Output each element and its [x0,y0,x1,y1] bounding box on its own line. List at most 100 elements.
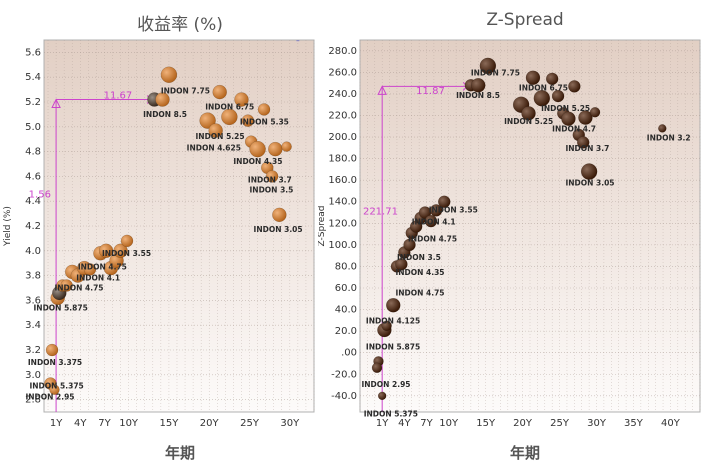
data-point [268,141,283,157]
data-point [578,110,593,125]
y-tick-label: 260.0 [328,67,357,78]
point-label: INDON 2.95 [361,380,410,389]
annotation-arrow-up [51,98,61,109]
data-point [568,80,581,93]
point-label: INDON 5.25 [196,132,245,141]
y-tick-label: 5.2 [25,97,41,108]
y-tick-label: -20.0 [331,369,357,380]
y-tick-label: 160.0 [328,175,357,186]
y-tick-label: 80.0 [335,261,357,272]
y-tick-label: 2.8 [25,395,41,406]
data-point [83,263,97,276]
data-point [257,103,271,116]
point-label: INDON 3.7 [565,144,609,153]
y-tick-label: 3.6 [25,295,41,306]
data-point [199,112,216,129]
data-point [234,92,249,107]
point-label: INDON 5.25 [541,104,590,113]
point-label: INDON 5.375 [29,381,83,390]
data-point [551,89,565,103]
x-tick-label: 20Y [513,418,533,429]
x-tick-label: 4Y [398,418,411,429]
data-point [212,84,227,100]
data-point [49,384,60,395]
x-tick-label: 40Y [661,418,681,429]
point-label: INDON 5.35 [240,117,289,126]
data-point [221,108,238,126]
data-point [45,343,59,357]
point-label: INDON 7.75 [161,86,210,95]
data-point [545,72,559,86]
point-label: INDON 5.875 [366,342,420,351]
point-label: INDON 4.75 [78,262,127,271]
point-label: INDON 5.375 [364,409,418,418]
yield-chart-title: 收益率 (%) [137,15,223,35]
y-tick-label: 5.6 [25,47,41,58]
point-label: INDON 3.55 [102,249,151,258]
data-point [438,195,451,208]
data-point [160,66,178,83]
y-tick-label: .00 [341,348,357,359]
point-label: INDON 4.7 [552,125,596,134]
y-tick-label: 4.2 [25,221,41,232]
y-tick-label: 5.0 [25,122,41,133]
zspread-chart-title: Z-Spread [486,10,564,30]
y-tick-label: 200.0 [328,132,357,143]
data-point [525,70,541,85]
point-label: INDON 3.7 [248,176,292,185]
annotation-arrow-up [377,85,387,95]
point-label: INDON 8.5 [456,91,500,100]
y-tick-label: 140.0 [328,197,357,208]
point-label: INDON 4.625 [187,143,241,152]
point-label: INDON 3.05 [254,225,303,234]
y-tick-label: 3.8 [25,271,41,282]
data-point [658,124,667,133]
data-point [208,123,223,138]
data-point [395,258,408,271]
annotation-label: 1.56 [29,189,51,200]
point-label: INDON 3.375 [28,358,82,367]
y-tick-label: 3.0 [25,370,41,381]
x-tick-label: 30Y [280,418,300,429]
point-label: INDON 4.35 [233,157,282,166]
y-tick-label: 5.4 [25,72,41,83]
data-point [521,106,536,121]
x-tick-label: 25Y [550,418,570,429]
point-label: INDON 3.5 [397,253,441,262]
x-tick-label: 30Y [587,418,607,429]
y-tick-label: 4.6 [25,171,41,182]
y-tick-label: 100.0 [328,240,357,251]
zspread-scatter-chart[interactable]: -40.0 -20.0 .00 20.0 40.0 60.0 80.0 100.0 120.0 1… [318,38,705,438]
point-label: INDON 7.75 [471,69,520,78]
data-point [241,114,255,127]
x-tick-label: 7Y [98,418,111,429]
y-tick-label: 240.0 [328,89,357,100]
data-point [429,204,443,217]
top-marker: ¯ [295,40,300,51]
data-point [589,106,601,118]
annotation-label: 11.87 [416,86,445,97]
x-tick-label: 20Y [200,418,220,429]
point-label: INDON 5.25 [504,117,553,126]
y-axis-title: Z-Spread [318,206,327,247]
data-point [561,111,576,126]
y-tick-label: 4.8 [25,147,41,158]
x-tick-label: 15Y [160,418,180,429]
point-label: INDON 4.125 [366,317,420,326]
data-point [386,298,401,313]
point-label: INDON 3.2 [647,133,691,142]
data-point [281,141,292,152]
yield-scatter-chart[interactable]: 2.8 3.0 3.2 3.4 3.6 3.8 4.0 4.2 4.4 4.6 4.8 5.0 5.2 5… [0,38,318,438]
data-point [576,136,590,149]
data-point [479,57,497,75]
x-tick-label: 1Y [50,418,63,429]
x-tick-label: 1Y [376,418,389,429]
data-point [113,243,128,259]
y-tick-label: 3.2 [25,345,41,356]
y-tick-label: 180.0 [328,154,357,165]
data-point [580,163,598,180]
data-point [381,320,392,331]
point-label: INDON 4.75 [408,235,457,244]
point-label: INDON 3.05 [565,179,614,188]
x-tick-label: 25Y [240,418,260,429]
